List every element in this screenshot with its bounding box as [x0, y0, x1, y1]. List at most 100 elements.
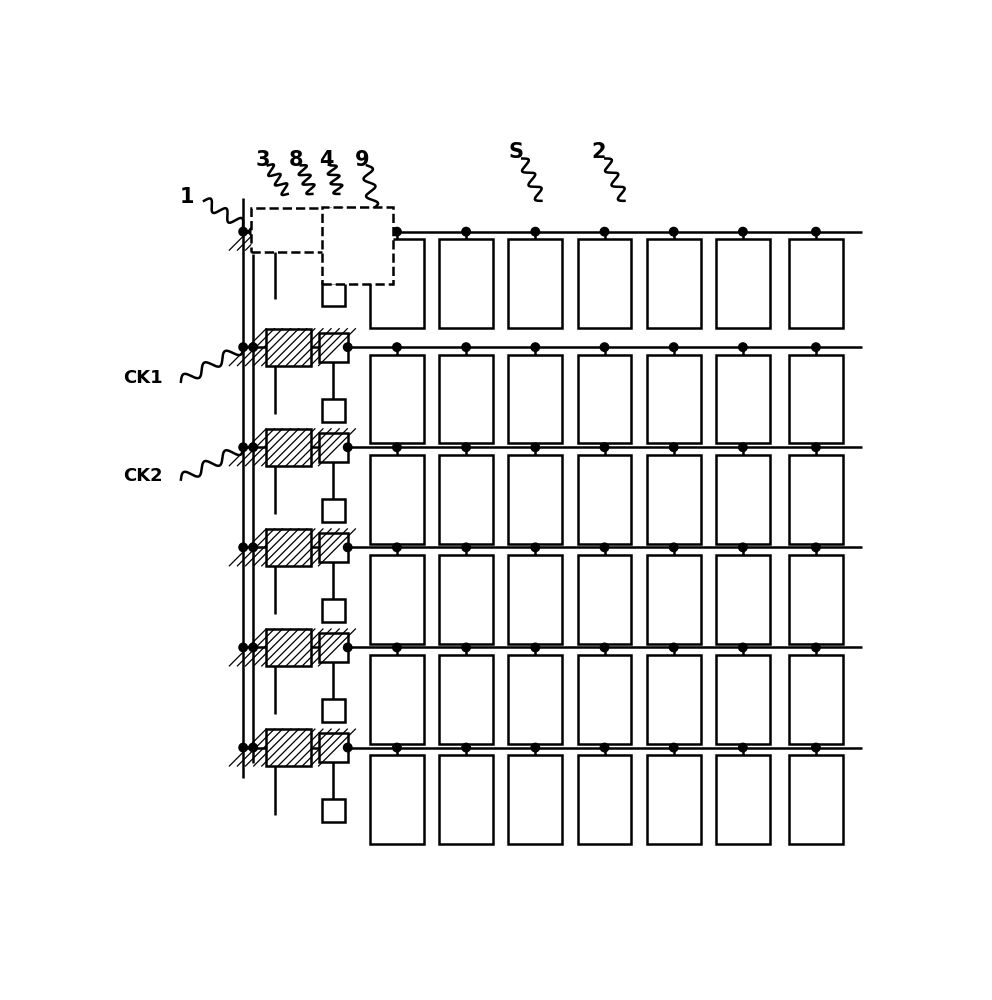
Bar [577, 355, 631, 443]
Text: 4: 4 [319, 150, 333, 170]
Circle shape [462, 227, 470, 236]
Bar [266, 529, 310, 566]
Circle shape [739, 643, 747, 652]
Bar [789, 355, 843, 443]
Circle shape [670, 743, 678, 752]
Circle shape [670, 343, 678, 351]
Circle shape [811, 443, 820, 451]
Bar [716, 239, 770, 328]
Circle shape [600, 227, 609, 236]
Circle shape [670, 643, 678, 652]
Circle shape [249, 643, 257, 652]
Circle shape [249, 543, 257, 552]
Circle shape [239, 643, 247, 652]
Bar [370, 455, 424, 544]
Circle shape [600, 643, 609, 652]
Circle shape [462, 643, 470, 652]
Circle shape [531, 227, 540, 236]
Circle shape [531, 343, 540, 351]
Circle shape [811, 643, 820, 652]
Bar [318, 533, 348, 562]
Bar [439, 355, 493, 443]
Circle shape [811, 227, 820, 236]
Bar [509, 239, 562, 328]
Bar [370, 355, 424, 443]
Circle shape [670, 443, 678, 451]
Circle shape [343, 443, 352, 451]
Bar [266, 213, 310, 250]
Circle shape [739, 227, 747, 236]
Circle shape [739, 543, 747, 552]
Circle shape [239, 743, 247, 752]
Bar [266, 629, 310, 666]
Bar [647, 355, 700, 443]
Bar [439, 555, 493, 644]
Bar [318, 433, 348, 462]
Bar [321, 599, 344, 622]
Bar [370, 555, 424, 644]
Circle shape [343, 543, 352, 552]
Bar [577, 755, 631, 844]
Bar [321, 699, 344, 722]
Circle shape [600, 543, 609, 552]
Bar [647, 655, 700, 744]
Bar [439, 455, 493, 544]
Bar [647, 455, 700, 544]
Bar [318, 217, 348, 246]
Circle shape [811, 343, 820, 351]
Text: 3: 3 [255, 150, 270, 170]
Circle shape [600, 343, 609, 351]
Bar [370, 655, 424, 744]
Circle shape [600, 443, 609, 451]
Bar [716, 655, 770, 744]
Bar [509, 655, 562, 744]
Circle shape [739, 743, 747, 752]
Circle shape [393, 443, 401, 451]
Circle shape [531, 643, 540, 652]
Circle shape [811, 543, 820, 552]
Text: 2: 2 [592, 142, 606, 162]
Circle shape [343, 227, 352, 236]
Circle shape [239, 343, 247, 351]
Bar [321, 399, 344, 422]
Circle shape [670, 543, 678, 552]
Bar [509, 555, 562, 644]
Circle shape [462, 443, 470, 451]
Bar [321, 799, 344, 822]
Bar [318, 633, 348, 662]
Bar [322, 207, 393, 284]
Circle shape [249, 227, 257, 236]
Text: 8: 8 [289, 150, 304, 170]
Circle shape [343, 743, 352, 752]
Circle shape [393, 643, 401, 652]
Bar [251, 208, 341, 252]
Bar [370, 755, 424, 844]
Circle shape [239, 227, 247, 236]
Bar [318, 733, 348, 762]
Circle shape [393, 227, 401, 236]
Bar [716, 355, 770, 443]
Circle shape [600, 743, 609, 752]
Circle shape [531, 743, 540, 752]
Circle shape [239, 443, 247, 451]
Circle shape [343, 343, 352, 351]
Circle shape [249, 443, 257, 451]
Bar [789, 755, 843, 844]
Bar [370, 239, 424, 328]
Circle shape [462, 743, 470, 752]
Circle shape [249, 343, 257, 351]
Circle shape [249, 743, 257, 752]
Circle shape [531, 543, 540, 552]
Circle shape [393, 343, 401, 351]
Circle shape [462, 543, 470, 552]
Bar [318, 333, 348, 362]
Text: 1: 1 [180, 187, 194, 207]
Circle shape [462, 343, 470, 351]
Circle shape [670, 227, 678, 236]
Text: CK1: CK1 [123, 369, 163, 387]
Bar [509, 355, 562, 443]
Bar [789, 455, 843, 544]
Text: CK2: CK2 [123, 467, 163, 485]
Text: S: S [509, 142, 524, 162]
Bar [647, 239, 700, 328]
